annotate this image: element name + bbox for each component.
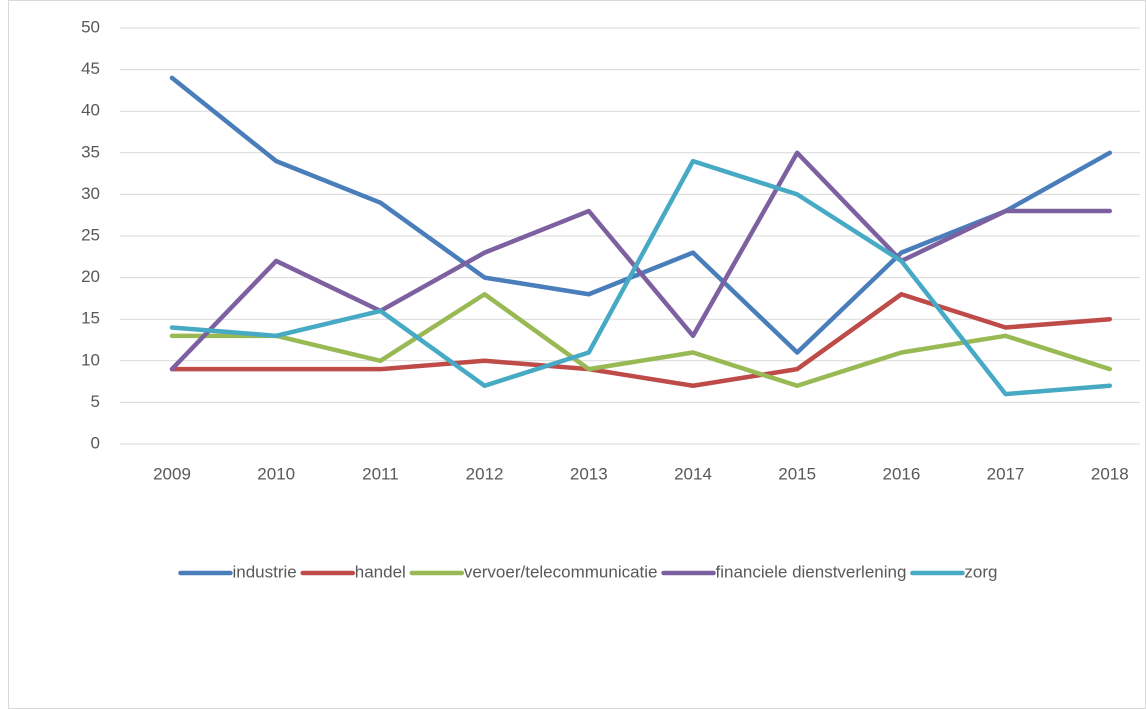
y-tick-label: 10 [81, 350, 100, 369]
x-tick-label: 2011 [362, 464, 399, 483]
series-line [169, 291, 1113, 389]
legend-label: handel [355, 562, 406, 581]
y-tick-label: 45 [81, 59, 100, 78]
y-tick-label: 5 [91, 392, 100, 411]
y-tick-label: 25 [81, 225, 100, 244]
y-tick-label: 20 [81, 267, 100, 286]
x-tick-label: 2018 [1091, 464, 1129, 483]
series-line [169, 158, 1113, 397]
y-tick-label: 35 [81, 142, 100, 161]
legend-label: vervoer/telecommunicatie [464, 562, 658, 581]
y-tick-label: 30 [81, 184, 100, 203]
legend-label: zorg [964, 562, 997, 581]
legend-label: industrie [232, 562, 296, 581]
series-line [169, 150, 1113, 372]
series-line [169, 291, 1113, 389]
x-tick-label: 2016 [882, 464, 920, 483]
x-tick-label: 2013 [570, 464, 608, 483]
y-tick-label: 15 [81, 309, 100, 328]
y-tick-label: 0 [91, 433, 100, 452]
y-tick-label: 50 [81, 17, 100, 36]
x-tick-label: 2010 [257, 464, 295, 483]
legend-label: financiele dienstverlening [716, 562, 907, 581]
x-tick-label: 2014 [674, 464, 712, 483]
x-tick-label: 2017 [987, 464, 1025, 483]
x-tick-label: 2009 [153, 464, 191, 483]
x-tick-label: 2012 [466, 464, 504, 483]
y-tick-label: 40 [81, 101, 100, 120]
x-tick-label: 2015 [778, 464, 816, 483]
